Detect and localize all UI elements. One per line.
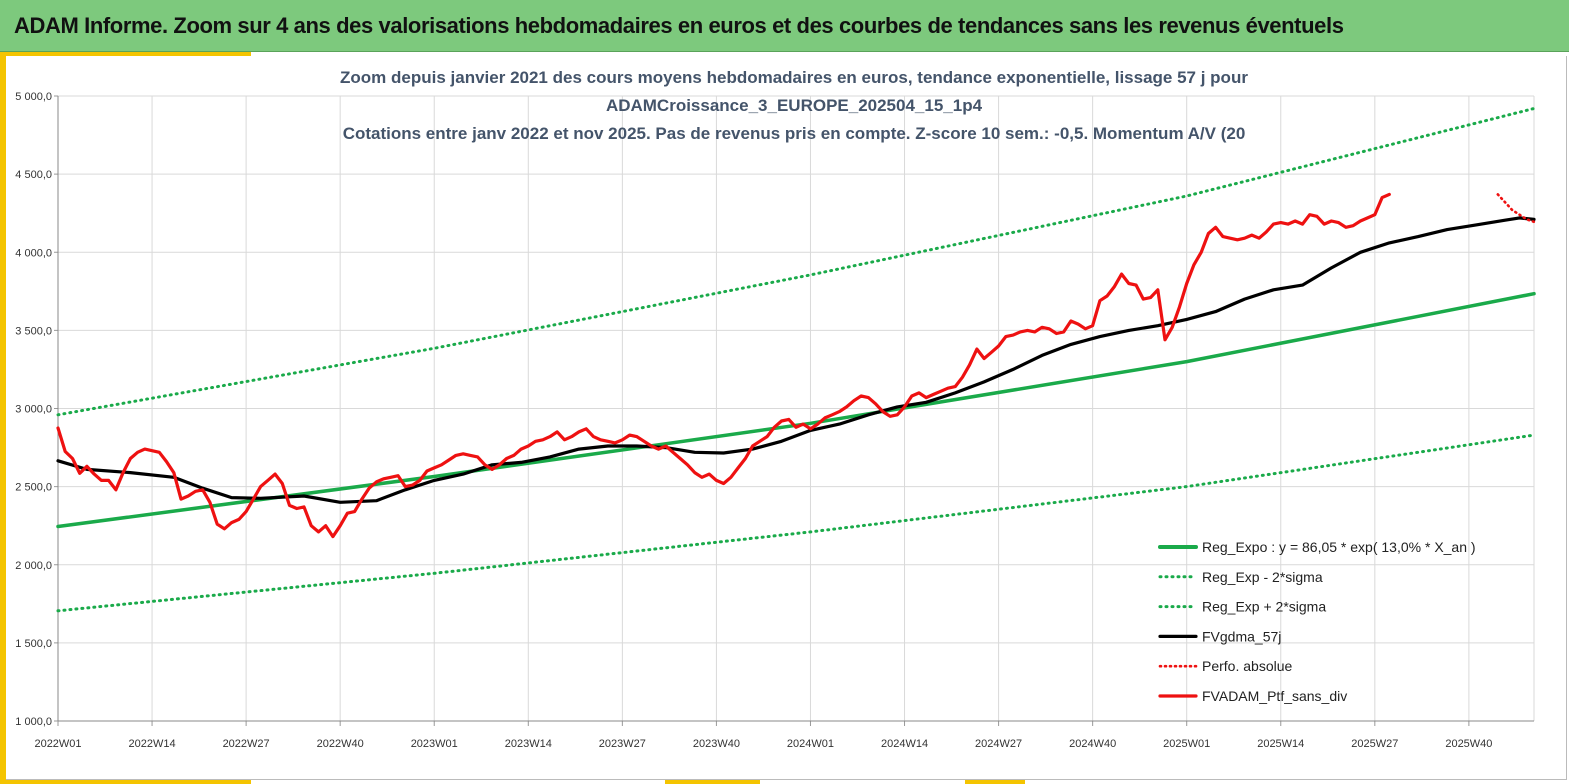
y-tick-label: 1 500,0 (15, 638, 52, 650)
axes: 1 000,0 1 500,0 2 000,0 2 500,0 3 000,0 3 500… (15, 91, 1534, 750)
x-tick-label: 2023W27 (599, 738, 646, 750)
y-tick-label: 2 500,0 (15, 482, 52, 494)
accent-bar-top (6, 52, 251, 56)
series-line-portfolio (56, 192, 1391, 539)
legend: Reg_Expo : y = 86,05 * exp( 13,0% * X_an… (1158, 539, 1476, 704)
accent-bar-bottom (665, 780, 760, 784)
gridlines (57, 95, 1535, 722)
y-tick-label: 5 000,0 (15, 91, 52, 103)
x-tick-label: 2023W01 (411, 738, 458, 750)
accent-bar-bottom (965, 780, 1025, 784)
y-tick-label: 3 500,0 (15, 325, 52, 337)
legend-label-reg: Reg_Expo : y = 86,05 * exp( 13,0% * X_an… (1202, 539, 1476, 555)
x-tick-label: 2022W01 (34, 738, 81, 750)
legend-label-perfo: Perfo. absolue (1202, 658, 1292, 674)
legend-label-reg_plus: Reg_Exp + 2*sigma (1202, 599, 1326, 615)
x-tick-label: 2022W14 (129, 738, 176, 750)
x-tick-label: 2023W40 (693, 738, 740, 750)
x-tick-label: 2025W01 (1163, 738, 1210, 750)
series-line-reg_minus (56, 433, 1536, 613)
series-line-perfo (1496, 193, 1536, 224)
accent-bar-left (0, 52, 6, 784)
line-chart: 1 000,0 1 500,0 2 000,0 2 500,0 3 000,0 3 500… (15, 68, 1536, 750)
y-tick-label: 2 000,0 (15, 560, 52, 572)
legend-label-reg_minus: Reg_Exp - 2*sigma (1202, 569, 1323, 585)
x-tick-label: 2024W01 (787, 738, 834, 750)
x-tick-label: 2024W27 (975, 738, 1022, 750)
x-tick-label: 2025W40 (1445, 738, 1492, 750)
chart-title: Zoom depuis janvier 2021 des cours moyen… (340, 68, 1248, 143)
legend-label-smooth: FVgdma_57j (1202, 628, 1281, 644)
legend-label-portfolio: FVADAM_Ptf_sans_div (1202, 688, 1347, 704)
y-tick-label: 1 000,0 (15, 716, 52, 728)
x-tick-label: 2022W27 (223, 738, 270, 750)
x-tick-label: 2023W14 (505, 738, 552, 750)
chart-title-line: Cotations entre janv 2022 et nov 2025. P… (343, 124, 1246, 143)
x-tick-label: 2022W40 (317, 738, 364, 750)
series (56, 107, 1536, 613)
chart-frame: 1 000,0 1 500,0 2 000,0 2 500,0 3 000,0 3 500… (6, 56, 1567, 780)
y-tick-label: 4 000,0 (15, 247, 52, 259)
x-tick-label: 2024W14 (881, 738, 928, 750)
x-tick-label: 2025W14 (1257, 738, 1304, 750)
x-tick-label: 2025W27 (1351, 738, 1398, 750)
x-tick-label: 2024W40 (1069, 738, 1116, 750)
accent-bar-bottom (6, 780, 251, 784)
series-line-reg_plus (56, 107, 1536, 417)
chart-title-line: ADAMCroissance_3_EUROPE_202504_15_1p4 (606, 96, 983, 115)
chart-title-line: Zoom depuis janvier 2021 des cours moyen… (340, 68, 1248, 87)
title-banner: ADAM Informe. Zoom sur 4 ans des valoris… (0, 0, 1569, 52)
series-line-reg (56, 291, 1536, 529)
y-tick-label: 4 500,0 (15, 169, 52, 181)
series-line-smooth (56, 216, 1536, 504)
banner-title: ADAM Informe. Zoom sur 4 ans des valoris… (14, 13, 1344, 38)
y-tick-label: 3 000,0 (15, 404, 52, 416)
